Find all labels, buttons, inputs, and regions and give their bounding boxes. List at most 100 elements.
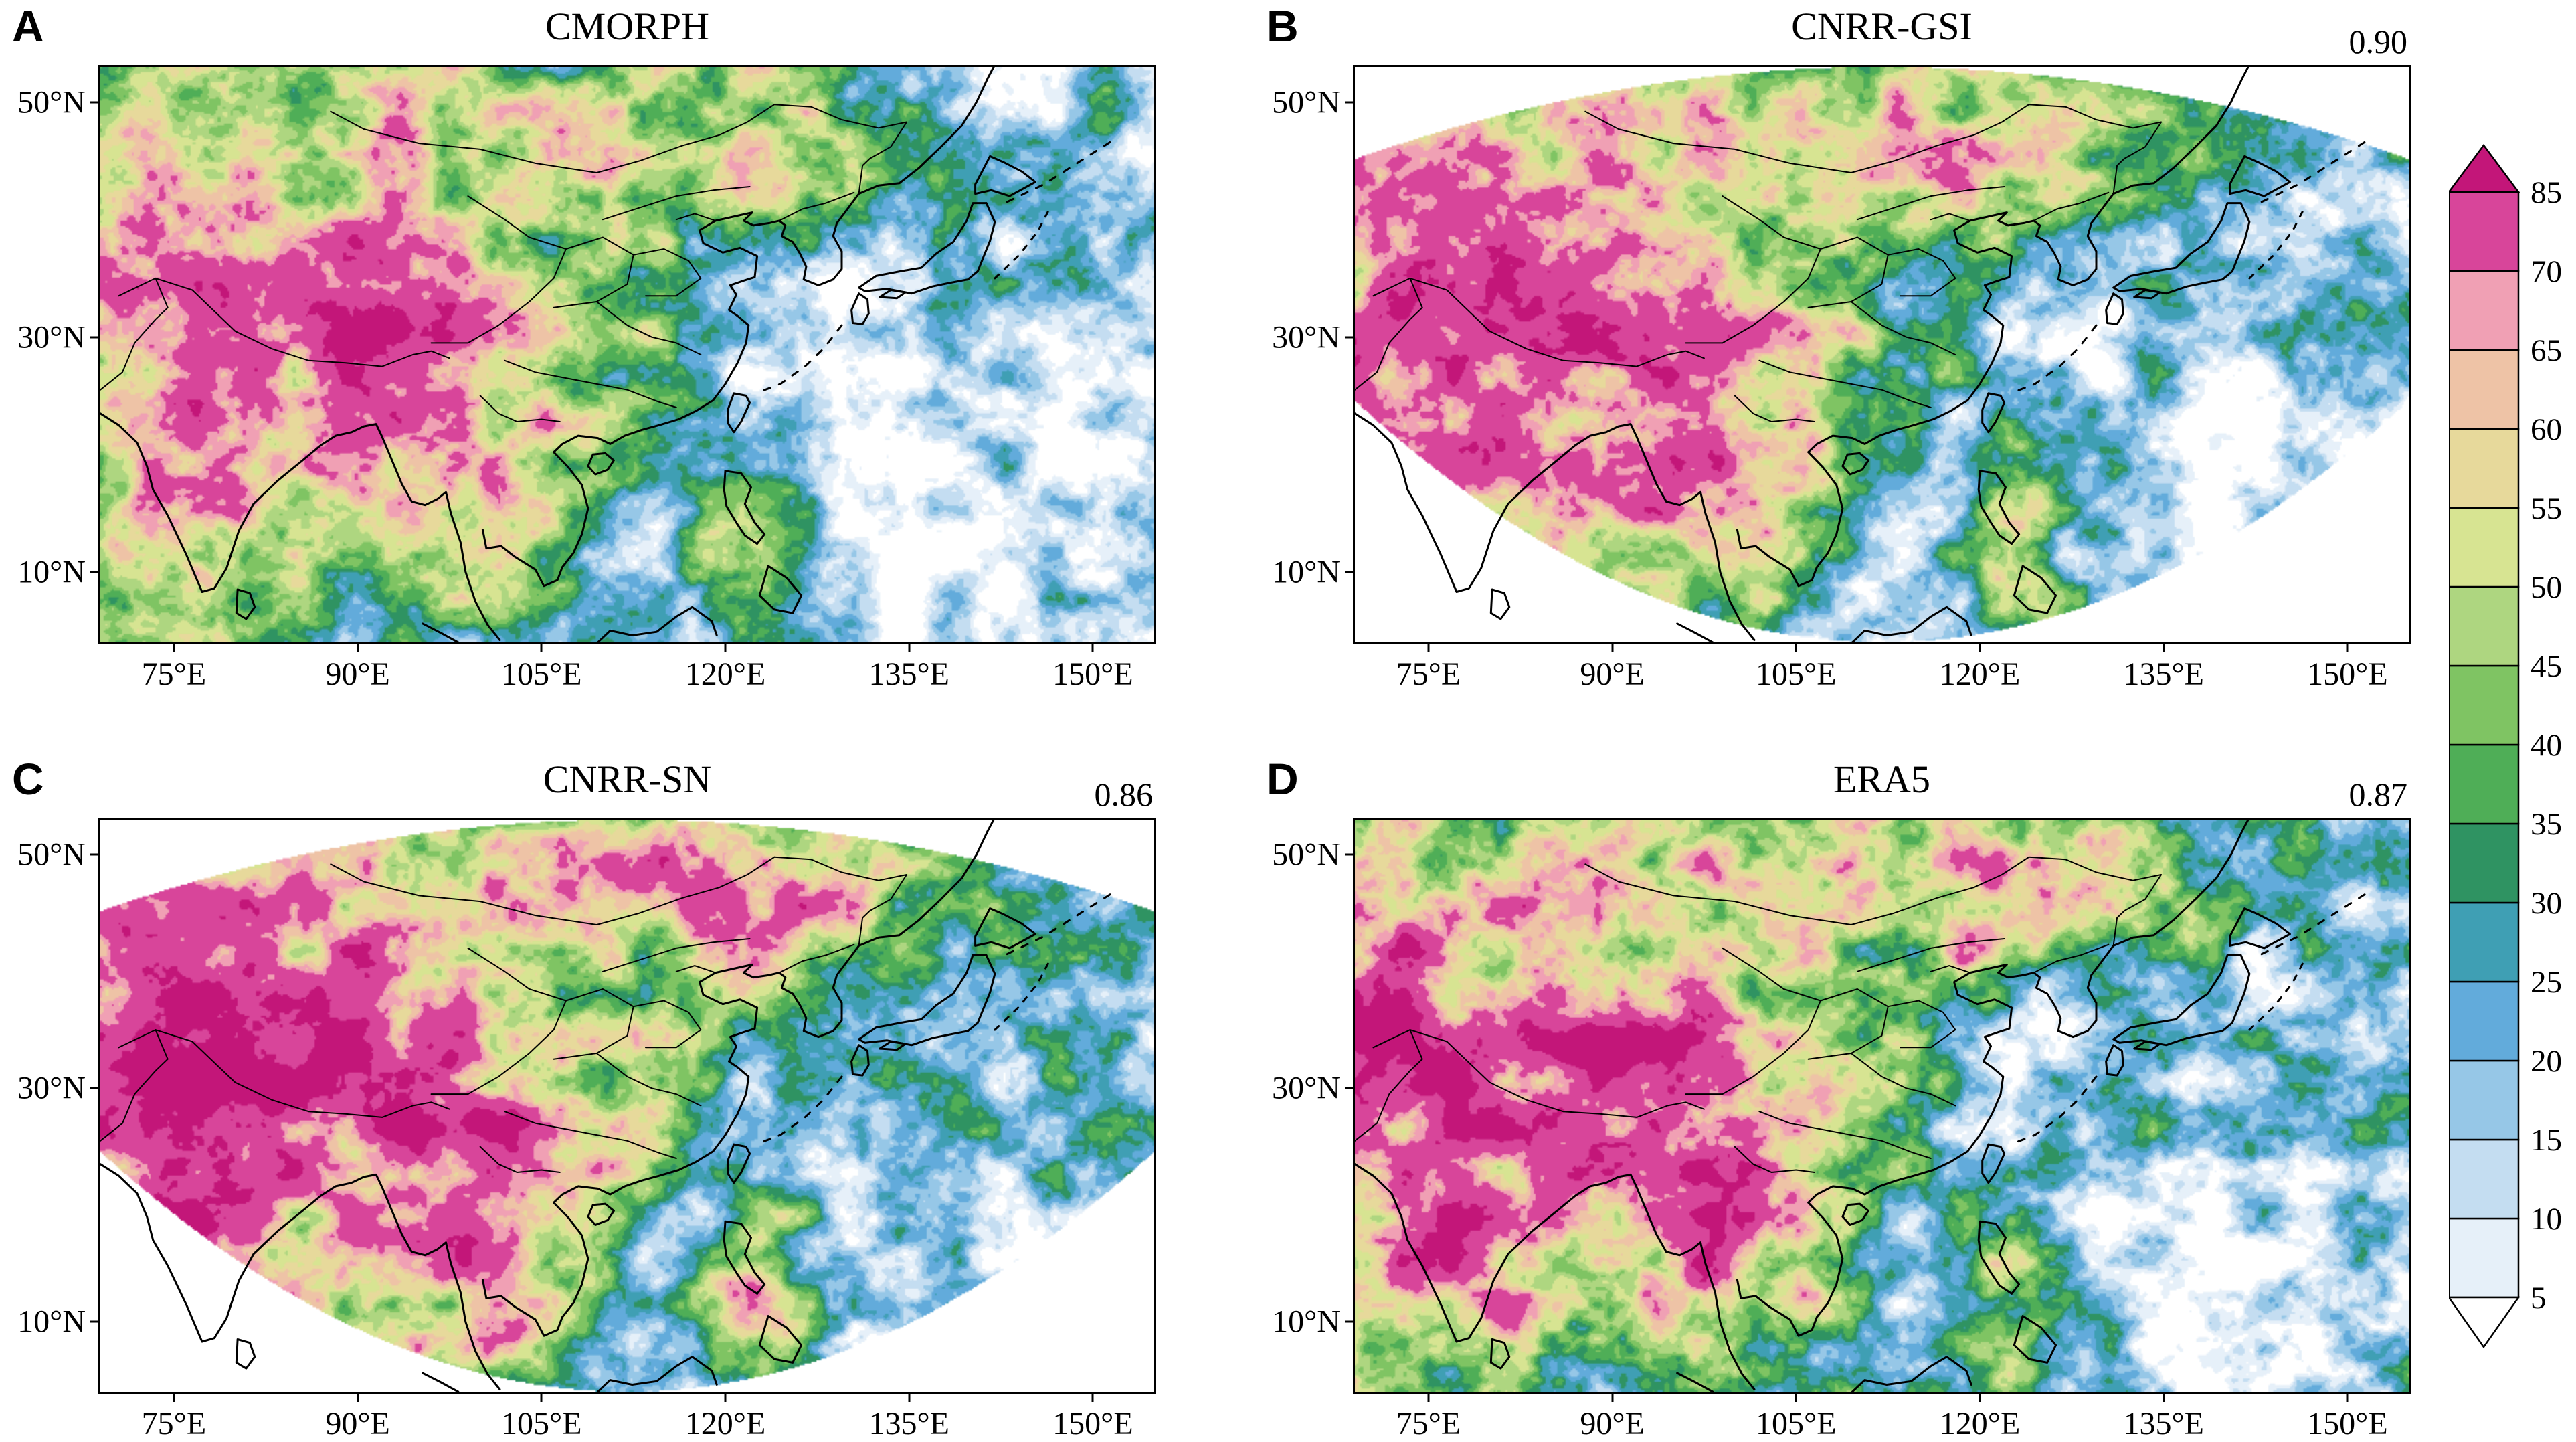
y-axis-tick (1345, 1320, 1355, 1323)
panel-letter: D (1267, 754, 1299, 804)
x-axis-tick (1091, 642, 1094, 652)
x-axis-tick-label: 150°E (1052, 1406, 1133, 1441)
x-axis-tick (540, 642, 543, 652)
y-axis-tick (90, 1087, 100, 1089)
colorbar-segment (2448, 585, 2520, 667)
y-axis-tick-label: 30°N (17, 319, 86, 355)
colorbar-tick-label: 45 (2531, 649, 2562, 684)
x-axis-tick-label: 90°E (325, 656, 390, 692)
y-axis-tick-label: 50°N (1272, 836, 1340, 873)
x-axis-tick-label: 135°E (868, 1406, 949, 1441)
colorbar-segment (2448, 901, 2520, 983)
x-axis-tick (2163, 1392, 2165, 1402)
x-axis-tick (724, 642, 727, 652)
x-axis-tick-label: 105°E (501, 1406, 582, 1441)
x-axis-tick-label: 75°E (1396, 656, 1461, 692)
y-axis-tick (90, 336, 100, 339)
x-axis-tick (1611, 1392, 1614, 1402)
y-axis-tick (1345, 1087, 1355, 1089)
x-axis-tick-label: 105°E (1756, 1406, 1837, 1441)
x-axis-tick (173, 1392, 175, 1402)
panel-correlation: 0.87 (2349, 776, 2408, 813)
colorbar-tick-label: 20 (2531, 1044, 2562, 1079)
panel-correlation: 0.90 (2349, 23, 2408, 60)
panel-correlation: 0.86 (1094, 776, 1154, 813)
colorbar-segment (2448, 980, 2520, 1062)
colorbar-tick-label: 55 (2531, 491, 2562, 526)
colorbar-segment (2448, 1059, 2520, 1141)
x-axis-tick (2346, 1392, 2349, 1402)
x-axis-tick (1795, 1392, 1797, 1402)
x-axis-tick-label: 75°E (1396, 1406, 1461, 1441)
y-axis-tick (1345, 336, 1355, 339)
y-axis-tick-label: 30°N (17, 1070, 86, 1106)
x-axis-tick-label: 135°E (868, 656, 949, 692)
panel-cmorph: A CMORPH 75°E 90°E 105°E 120°E 135°E 150°E 50°… (12, 3, 1156, 692)
x-axis-tick (1979, 1392, 1981, 1402)
colorbar-segment (2448, 270, 2520, 351)
x-axis-tick (357, 1392, 359, 1402)
y-axis-tick (90, 1320, 100, 1323)
panel-title: CNRR-GSI (1791, 5, 1972, 48)
x-axis-tick-label: 75°E (141, 656, 207, 692)
x-axis-tick-label: 90°E (1580, 656, 1645, 692)
y-axis-tick-label: 30°N (1272, 1070, 1340, 1106)
colorbar-tick-label: 30 (2531, 886, 2562, 921)
x-axis-tick-label: 120°E (684, 656, 766, 692)
colorbar-segment (2448, 349, 2520, 430)
panel-cnrr-gsi: B CNRR-GSI 0.90 75°E 90°E 105°E 120°E 135°E 1… (1267, 3, 2411, 692)
y-axis-tick-label: 10°N (1272, 554, 1340, 590)
panel-title: CMORPH (545, 5, 709, 48)
colorbar-segment (2448, 191, 2520, 272)
x-axis-tick (1611, 642, 1614, 652)
x-axis-tick (724, 1392, 727, 1402)
colorbar-segment (2448, 428, 2520, 509)
panel-letter: A (12, 1, 44, 51)
x-axis-tick (357, 642, 359, 652)
colorbar-tick-label: 60 (2531, 412, 2562, 447)
colorbar-segment (2448, 664, 2520, 746)
x-axis-tick-label: 90°E (1580, 1406, 1645, 1441)
x-axis-tick-label: 105°E (501, 656, 582, 692)
x-axis-tick-label: 75°E (141, 1406, 207, 1441)
y-axis-tick-label: 50°N (17, 84, 86, 120)
precip-field-canvas (1355, 820, 2409, 1392)
x-axis-tick-label: 120°E (684, 1406, 766, 1441)
colorbar-segment (2448, 743, 2520, 825)
x-axis-tick (908, 642, 911, 652)
colorbar-segment (2448, 1138, 2520, 1220)
panel-era5: D ERA5 0.87 75°E 90°E 105°E 120°E 135°E 150°E… (1267, 755, 2411, 1441)
y-axis-tick-label: 50°N (17, 836, 86, 873)
x-axis-tick-label: 135°E (2123, 656, 2204, 692)
coastline-overlay (1355, 820, 2373, 1392)
colorbar-arrow-high (2447, 143, 2520, 193)
y-axis-tick (1345, 101, 1355, 104)
panel-title: ERA5 (1833, 757, 1930, 801)
colorbar-tick-label: 25 (2531, 965, 2562, 1000)
x-axis-tick (540, 1392, 543, 1402)
x-axis-tick-label: 150°E (2307, 1406, 2388, 1441)
colorbar-segment (2448, 1217, 2520, 1299)
coastline-overlay (100, 820, 1119, 1392)
y-axis-tick (90, 571, 100, 573)
y-axis-tick-label: 10°N (17, 554, 86, 590)
x-axis-tick-label: 150°E (1052, 656, 1133, 692)
colorbar-segment (2448, 507, 2520, 588)
x-axis-tick (173, 642, 175, 652)
colorbar-tick-label: 35 (2531, 807, 2562, 842)
colorbar-segment (2448, 822, 2520, 904)
x-axis-tick (908, 1392, 911, 1402)
coastline-overlay (1355, 67, 2373, 642)
x-axis-tick (1979, 642, 1981, 652)
x-axis-tick (2163, 642, 2165, 652)
precip-field-canvas (100, 67, 1154, 642)
y-axis-tick (1345, 853, 1355, 856)
x-axis-tick-label: 105°E (1756, 656, 1837, 692)
x-axis-tick (1091, 1392, 1094, 1402)
colorbar-tick-label: 85 (2531, 175, 2562, 210)
x-axis-tick-label: 90°E (325, 1406, 390, 1441)
colorbar-arrow-low (2447, 1296, 2520, 1349)
